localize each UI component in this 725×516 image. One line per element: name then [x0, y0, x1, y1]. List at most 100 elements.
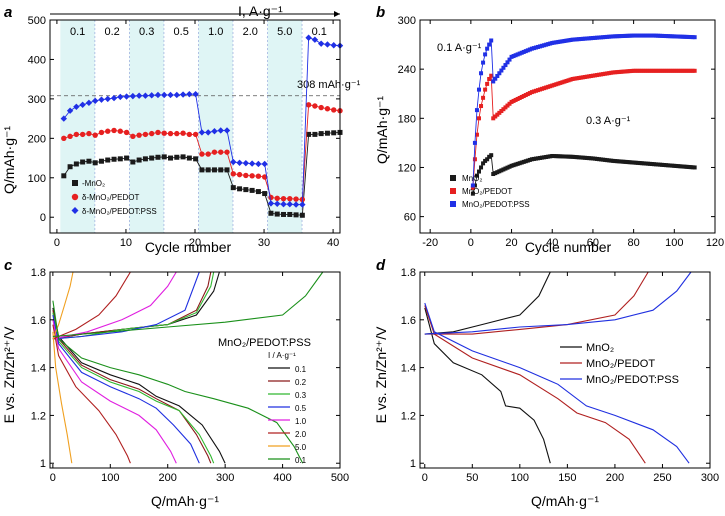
b-point-0	[601, 157, 606, 162]
b-point-0	[523, 159, 528, 164]
a-point-1	[324, 106, 331, 112]
b-point-0	[670, 163, 675, 168]
a-point-0	[306, 131, 312, 137]
undefined-xtick-label: 40	[546, 237, 558, 249]
b-point-2	[651, 33, 656, 38]
rate-band	[198, 20, 233, 233]
b-point-1	[672, 68, 677, 73]
b-point-1	[599, 72, 604, 77]
curve-discharge-7	[52, 300, 304, 464]
b-point-1	[588, 74, 593, 79]
b-point-2	[617, 34, 622, 39]
undefined-xtick-label: 0	[468, 237, 474, 249]
b-point-2	[603, 35, 608, 40]
b-legend-marker-0	[450, 175, 456, 181]
b-point-0	[507, 164, 512, 169]
a-point-0	[318, 131, 324, 137]
rate-label: 0.3	[139, 26, 154, 38]
b-point-0	[470, 191, 475, 196]
a-point-2	[186, 90, 193, 98]
b-point-1	[479, 104, 484, 109]
b-point-0	[586, 156, 591, 161]
b-point-0	[483, 158, 488, 163]
b-point-1	[546, 84, 551, 89]
b-point-0	[631, 160, 636, 165]
a-point-2	[286, 201, 293, 208]
b-point-2	[609, 34, 614, 39]
b-point-0	[474, 173, 479, 178]
b-point-0	[672, 163, 677, 168]
a-point-0	[218, 167, 224, 173]
b-point-2	[690, 35, 695, 40]
b-point-2	[629, 33, 634, 38]
b-point-2	[678, 34, 683, 39]
b-point-0	[686, 164, 691, 169]
curve-discharge-5	[52, 324, 131, 464]
a-point-0	[293, 212, 299, 218]
b-point-2	[692, 35, 697, 40]
b-point-2	[501, 65, 506, 70]
b-point-1	[619, 69, 624, 74]
b-point-2	[666, 34, 671, 39]
b-point-1	[690, 68, 695, 73]
b-point-2	[477, 87, 481, 92]
curve-charge-2	[424, 271, 692, 335]
b-point-0	[481, 161, 486, 166]
b-data-points	[470, 33, 697, 196]
b-point-2	[647, 33, 652, 38]
t => t.toFixed(1)-xtick-label: 150	[558, 472, 576, 484]
a-xlabel: Cycle number	[145, 239, 232, 255]
b-point-2	[684, 34, 689, 39]
b-point-2	[495, 73, 500, 78]
b-point-1	[483, 87, 488, 92]
a-point-2	[173, 91, 180, 99]
curve-discharge-4	[52, 319, 177, 464]
t => t.toFixed(1)-ytick-label: 1.8	[401, 267, 416, 279]
b-point-2	[505, 60, 510, 65]
b-point-1	[623, 69, 628, 74]
panel-letter-d: d	[376, 257, 386, 274]
a-point-1	[249, 173, 255, 179]
b-point-1	[550, 83, 555, 88]
t => t.toFixed(1)-xtick-label: 0	[422, 472, 428, 484]
a-legend-0: -MnO₂	[82, 179, 105, 188]
undefined-ytick-label: 100	[28, 173, 46, 185]
a-point-1	[142, 131, 149, 138]
curve-charge-7	[52, 271, 324, 338]
c-annotation: MnO₂/PEDOT:PSS	[218, 337, 311, 349]
b-annotation-1: 0.3 A·g⁻¹	[586, 115, 631, 127]
b-point-1	[487, 76, 492, 81]
undefined-ytick-label: 500	[28, 15, 46, 27]
b-point-0	[674, 163, 679, 168]
b-point-1	[517, 95, 522, 100]
a-point-0	[193, 156, 199, 162]
b-point-2	[540, 43, 545, 48]
b-point-1	[617, 69, 622, 74]
b-point-2	[499, 68, 504, 73]
b-point-1	[656, 68, 661, 73]
b-point-1	[609, 70, 614, 75]
b-point-2	[525, 48, 530, 53]
b-point-1	[527, 91, 532, 96]
a-point-2	[123, 93, 130, 100]
b-point-0	[472, 183, 477, 188]
b-point-0	[623, 159, 628, 164]
b-axes: -20 0 20 40 60 80 100 120 60 120 180 240 300	[398, 15, 725, 249]
b-point-2	[542, 43, 547, 48]
b-point-2	[595, 35, 599, 40]
curve-discharge-6	[52, 331, 73, 464]
b-point-0	[597, 157, 602, 162]
curve-charge-4	[52, 271, 177, 340]
b-point-0	[678, 164, 683, 169]
b-point-2	[483, 52, 488, 57]
b-point-1	[538, 87, 543, 92]
undefined-ytick-label: 300	[398, 15, 416, 27]
b-point-0	[542, 155, 547, 160]
a-point-1	[255, 173, 262, 179]
b-point-2	[470, 183, 475, 188]
a-point-0	[287, 211, 293, 217]
undefined-xtick-label: 100	[665, 237, 683, 249]
b-point-2	[592, 35, 597, 40]
